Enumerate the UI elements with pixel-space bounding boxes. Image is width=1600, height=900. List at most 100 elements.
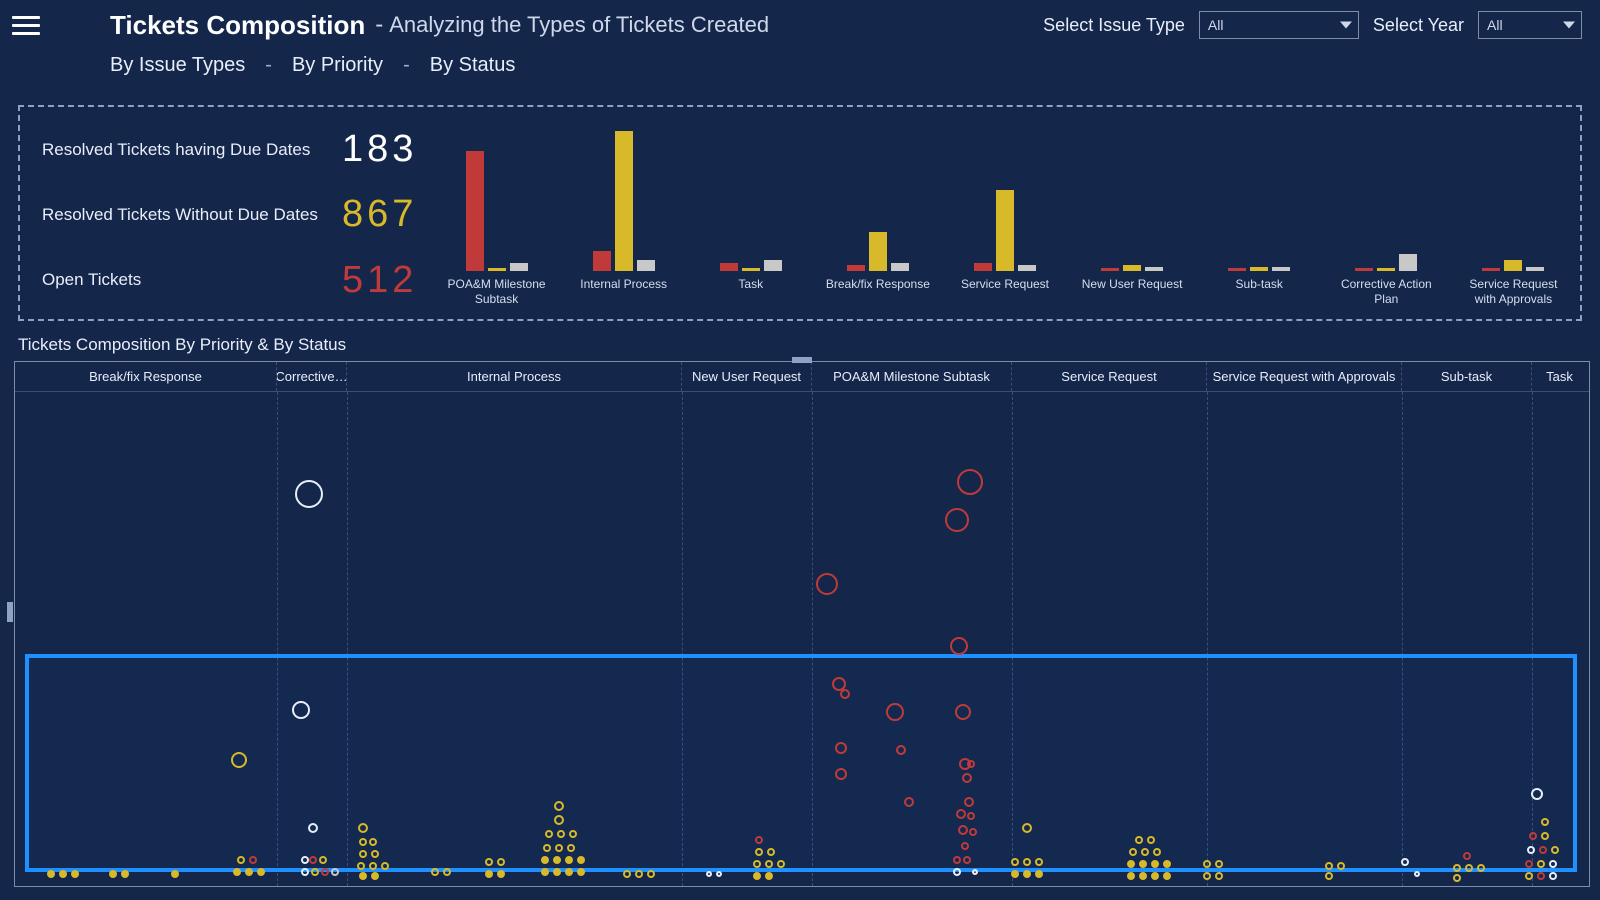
- mini-bar[interactable]: [869, 232, 887, 271]
- mini-bar-group[interactable]: Service Request with Approvals: [1459, 131, 1568, 311]
- scatter-point[interactable]: [1023, 858, 1031, 866]
- mini-bar[interactable]: [1504, 260, 1522, 271]
- mini-bar-group[interactable]: Internal Process: [569, 131, 678, 311]
- scatter-point[interactable]: [953, 868, 961, 876]
- scatter-point[interactable]: [765, 860, 773, 868]
- scatter-point[interactable]: [554, 815, 564, 825]
- scatter-point[interactable]: [777, 860, 785, 868]
- scatter-point[interactable]: [71, 870, 79, 878]
- scatter-point[interactable]: [1453, 874, 1461, 882]
- mini-bar[interactable]: [1018, 265, 1036, 271]
- scatter-point[interactable]: [497, 858, 505, 866]
- scatter-point[interactable]: [1453, 864, 1461, 872]
- scatter-point[interactable]: [1163, 872, 1171, 880]
- scatter-point[interactable]: [1129, 848, 1137, 856]
- scatter-point[interactable]: [569, 830, 577, 838]
- issue-type-select[interactable]: All: [1199, 11, 1359, 39]
- mini-bar[interactable]: [974, 263, 992, 271]
- scatter-point[interactable]: [557, 830, 565, 838]
- scatter-point[interactable]: [961, 842, 969, 850]
- scatter-point[interactable]: [485, 870, 493, 878]
- scatter-point[interactable]: [541, 856, 549, 864]
- scatter-point[interactable]: [1035, 870, 1043, 878]
- scatter-point[interactable]: [553, 856, 561, 864]
- scatter-point[interactable]: [1203, 872, 1211, 880]
- mini-bar-group[interactable]: Break/fix Response: [823, 131, 932, 311]
- menu-icon[interactable]: [12, 11, 40, 39]
- scatter-point[interactable]: [1529, 832, 1537, 840]
- scatter-point[interactable]: [1022, 823, 1032, 833]
- scatter-point[interactable]: [121, 870, 129, 878]
- scatter-point[interactable]: [1414, 871, 1420, 877]
- mini-bar[interactable]: [1526, 267, 1544, 271]
- scatter-point[interactable]: [706, 871, 712, 877]
- scatter-point[interactable]: [1035, 858, 1043, 866]
- scatter-point[interactable]: [567, 844, 575, 852]
- scatter-point[interactable]: [1127, 872, 1135, 880]
- scatter-plot-area[interactable]: [15, 392, 1589, 886]
- scatter-point[interactable]: [357, 862, 365, 870]
- scatter-point[interactable]: [896, 745, 906, 755]
- scatter-column-header[interactable]: Internal Process: [347, 362, 682, 391]
- mini-bar[interactable]: [593, 251, 611, 271]
- scatter-point[interactable]: [1465, 864, 1473, 872]
- scatter-point[interactable]: [1531, 788, 1543, 800]
- mini-bar-group[interactable]: Sub-task: [1205, 131, 1314, 311]
- scatter-point[interactable]: [1537, 860, 1545, 868]
- mini-bar[interactable]: [1355, 268, 1373, 271]
- scatter-point[interactable]: [623, 870, 631, 878]
- scatter-point[interactable]: [1141, 848, 1149, 856]
- scatter-point[interactable]: [945, 508, 969, 532]
- scatter-point[interactable]: [647, 870, 655, 878]
- mini-bar-chart[interactable]: POA&M Milestone SubtaskInternal ProcessT…: [442, 117, 1568, 313]
- scatter-point[interactable]: [1537, 872, 1545, 880]
- scatter-point[interactable]: [359, 850, 367, 858]
- scatter-point[interactable]: [369, 862, 377, 870]
- scatter-point[interactable]: [1151, 872, 1159, 880]
- scatter-point[interactable]: [295, 480, 323, 508]
- scatter-point[interactable]: [1135, 836, 1143, 844]
- scatter-point[interactable]: [767, 848, 775, 856]
- scatter-point[interactable]: [1215, 872, 1223, 880]
- scatter-point[interactable]: [292, 701, 310, 719]
- scatter-point[interactable]: [1551, 846, 1559, 854]
- scatter-point[interactable]: [171, 870, 179, 878]
- scatter-column-header[interactable]: Sub-task: [1402, 362, 1532, 391]
- scatter-point[interactable]: [545, 830, 553, 838]
- scatter-point[interactable]: [358, 823, 368, 833]
- scatter-point[interactable]: [1215, 860, 1223, 868]
- scatter-point[interactable]: [1139, 872, 1147, 880]
- mini-bar[interactable]: [637, 260, 655, 271]
- scatter-point[interactable]: [555, 844, 563, 852]
- scatter-point[interactable]: [1151, 860, 1159, 868]
- resize-handle-icon[interactable]: [792, 357, 812, 363]
- scatter-column-header[interactable]: Break/fix Response: [15, 362, 277, 391]
- resize-handle-icon[interactable]: [7, 602, 13, 622]
- scatter-point[interactable]: [245, 868, 253, 876]
- scatter-point[interactable]: [565, 856, 573, 864]
- scatter-point[interactable]: [955, 704, 971, 720]
- scatter-point[interactable]: [309, 856, 317, 864]
- mini-bar[interactable]: [996, 190, 1014, 271]
- scatter-column-header[interactable]: Service Request with Approvals: [1207, 362, 1402, 391]
- mini-bar[interactable]: [891, 263, 909, 271]
- mini-bar-group[interactable]: Service Request: [950, 131, 1059, 311]
- subnav-status[interactable]: By Status: [430, 54, 516, 77]
- scatter-point[interactable]: [257, 868, 265, 876]
- scatter-point[interactable]: [1477, 864, 1485, 872]
- scatter-point[interactable]: [443, 868, 451, 876]
- mini-bar[interactable]: [847, 265, 865, 271]
- scatter-point[interactable]: [237, 856, 245, 864]
- scatter-point[interactable]: [231, 752, 247, 768]
- scatter-column-header[interactable]: POA&M Milestone Subtask: [812, 362, 1012, 391]
- mini-bar[interactable]: [1123, 265, 1141, 271]
- scatter-point[interactable]: [972, 869, 978, 875]
- mini-bar[interactable]: [742, 268, 760, 271]
- scatter-point[interactable]: [308, 823, 318, 833]
- scatter-point[interactable]: [301, 868, 309, 876]
- scatter-point[interactable]: [1549, 872, 1557, 880]
- scatter-point[interactable]: [956, 809, 966, 819]
- scatter-point[interactable]: [47, 870, 55, 878]
- scatter-point[interactable]: [962, 773, 972, 783]
- mini-bar-group[interactable]: New User Request: [1078, 131, 1187, 311]
